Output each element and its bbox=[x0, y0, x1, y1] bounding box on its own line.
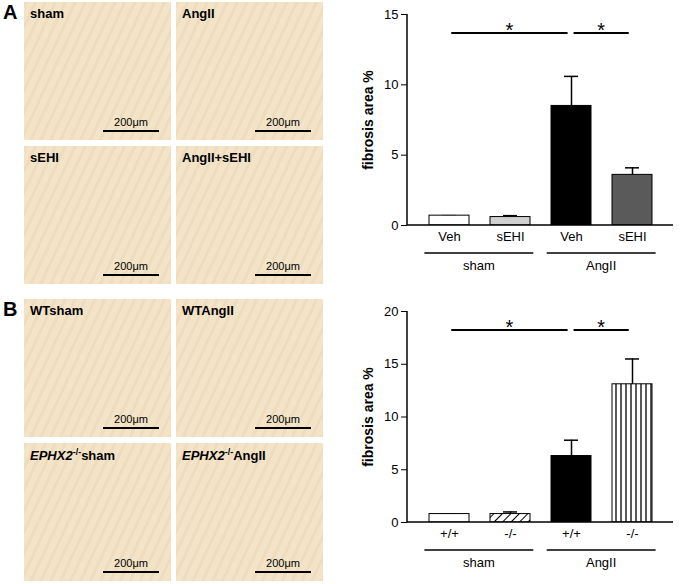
svg-text:sEHI: sEHI bbox=[496, 229, 524, 244]
html-text:200μm: 200μm bbox=[266, 116, 300, 128]
html-text:AngII+sEHI: AngII+sEHI bbox=[182, 150, 251, 165]
html-text:A: A bbox=[3, 1, 18, 23]
html-text:WTsham: WTsham bbox=[30, 303, 84, 318]
svg-text:20: 20 bbox=[384, 304, 398, 319]
html-text:200μm: 200μm bbox=[114, 260, 148, 272]
svg-text:10: 10 bbox=[384, 77, 398, 92]
html-text:200μm: 200μm bbox=[266, 557, 300, 569]
svg-text:5: 5 bbox=[391, 462, 398, 477]
svg-text:10: 10 bbox=[384, 409, 398, 424]
svg-text:AngII: AngII bbox=[586, 258, 616, 273]
svg-text:sEHI: sEHI bbox=[618, 229, 646, 244]
html-text:AngII: AngII bbox=[182, 6, 215, 21]
svg-text:0: 0 bbox=[391, 515, 398, 530]
svg-text:AngII: AngII bbox=[586, 555, 616, 570]
html-text:EPHX2-/-AngII: EPHX2-/-AngII bbox=[182, 447, 266, 464]
html-text:sham: sham bbox=[30, 6, 64, 21]
svg-text:+/+: +/+ bbox=[440, 526, 459, 541]
svg-text:*: * bbox=[506, 316, 514, 338]
html-text:sEHI: sEHI bbox=[30, 150, 59, 165]
svg-text:Veh: Veh bbox=[438, 229, 460, 244]
html-text:200μm: 200μm bbox=[114, 413, 148, 425]
html-text:200μm: 200μm bbox=[114, 557, 148, 569]
svg-text:*: * bbox=[597, 19, 605, 41]
svg-text:15: 15 bbox=[384, 7, 398, 22]
svg-text:-/-: -/- bbox=[504, 526, 516, 541]
svg-text:Veh: Veh bbox=[560, 229, 582, 244]
svg-text:+/+: +/+ bbox=[562, 526, 581, 541]
svg-text:*: * bbox=[506, 19, 514, 41]
svg-text:sham: sham bbox=[463, 258, 495, 273]
html-text:200μm: 200μm bbox=[266, 260, 300, 272]
html-text:200μm: 200μm bbox=[266, 413, 300, 425]
html-text:200μm: 200μm bbox=[114, 116, 148, 128]
svg-text:-/-: -/- bbox=[626, 526, 638, 541]
html-text:B: B bbox=[3, 298, 18, 320]
svg-text:*: * bbox=[597, 316, 605, 338]
svg-text:fibrosis area %: fibrosis area % bbox=[360, 367, 376, 467]
svg-text:5: 5 bbox=[391, 147, 398, 162]
svg-text:sham: sham bbox=[463, 555, 495, 570]
svg-text:15: 15 bbox=[384, 356, 398, 371]
svg-text:fibrosis area %: fibrosis area % bbox=[360, 70, 376, 170]
html-text:EPHX2-/-sham: EPHX2-/-sham bbox=[30, 447, 116, 464]
svg-text:0: 0 bbox=[391, 218, 398, 233]
html-text:WTAngII: WTAngII bbox=[182, 303, 234, 318]
